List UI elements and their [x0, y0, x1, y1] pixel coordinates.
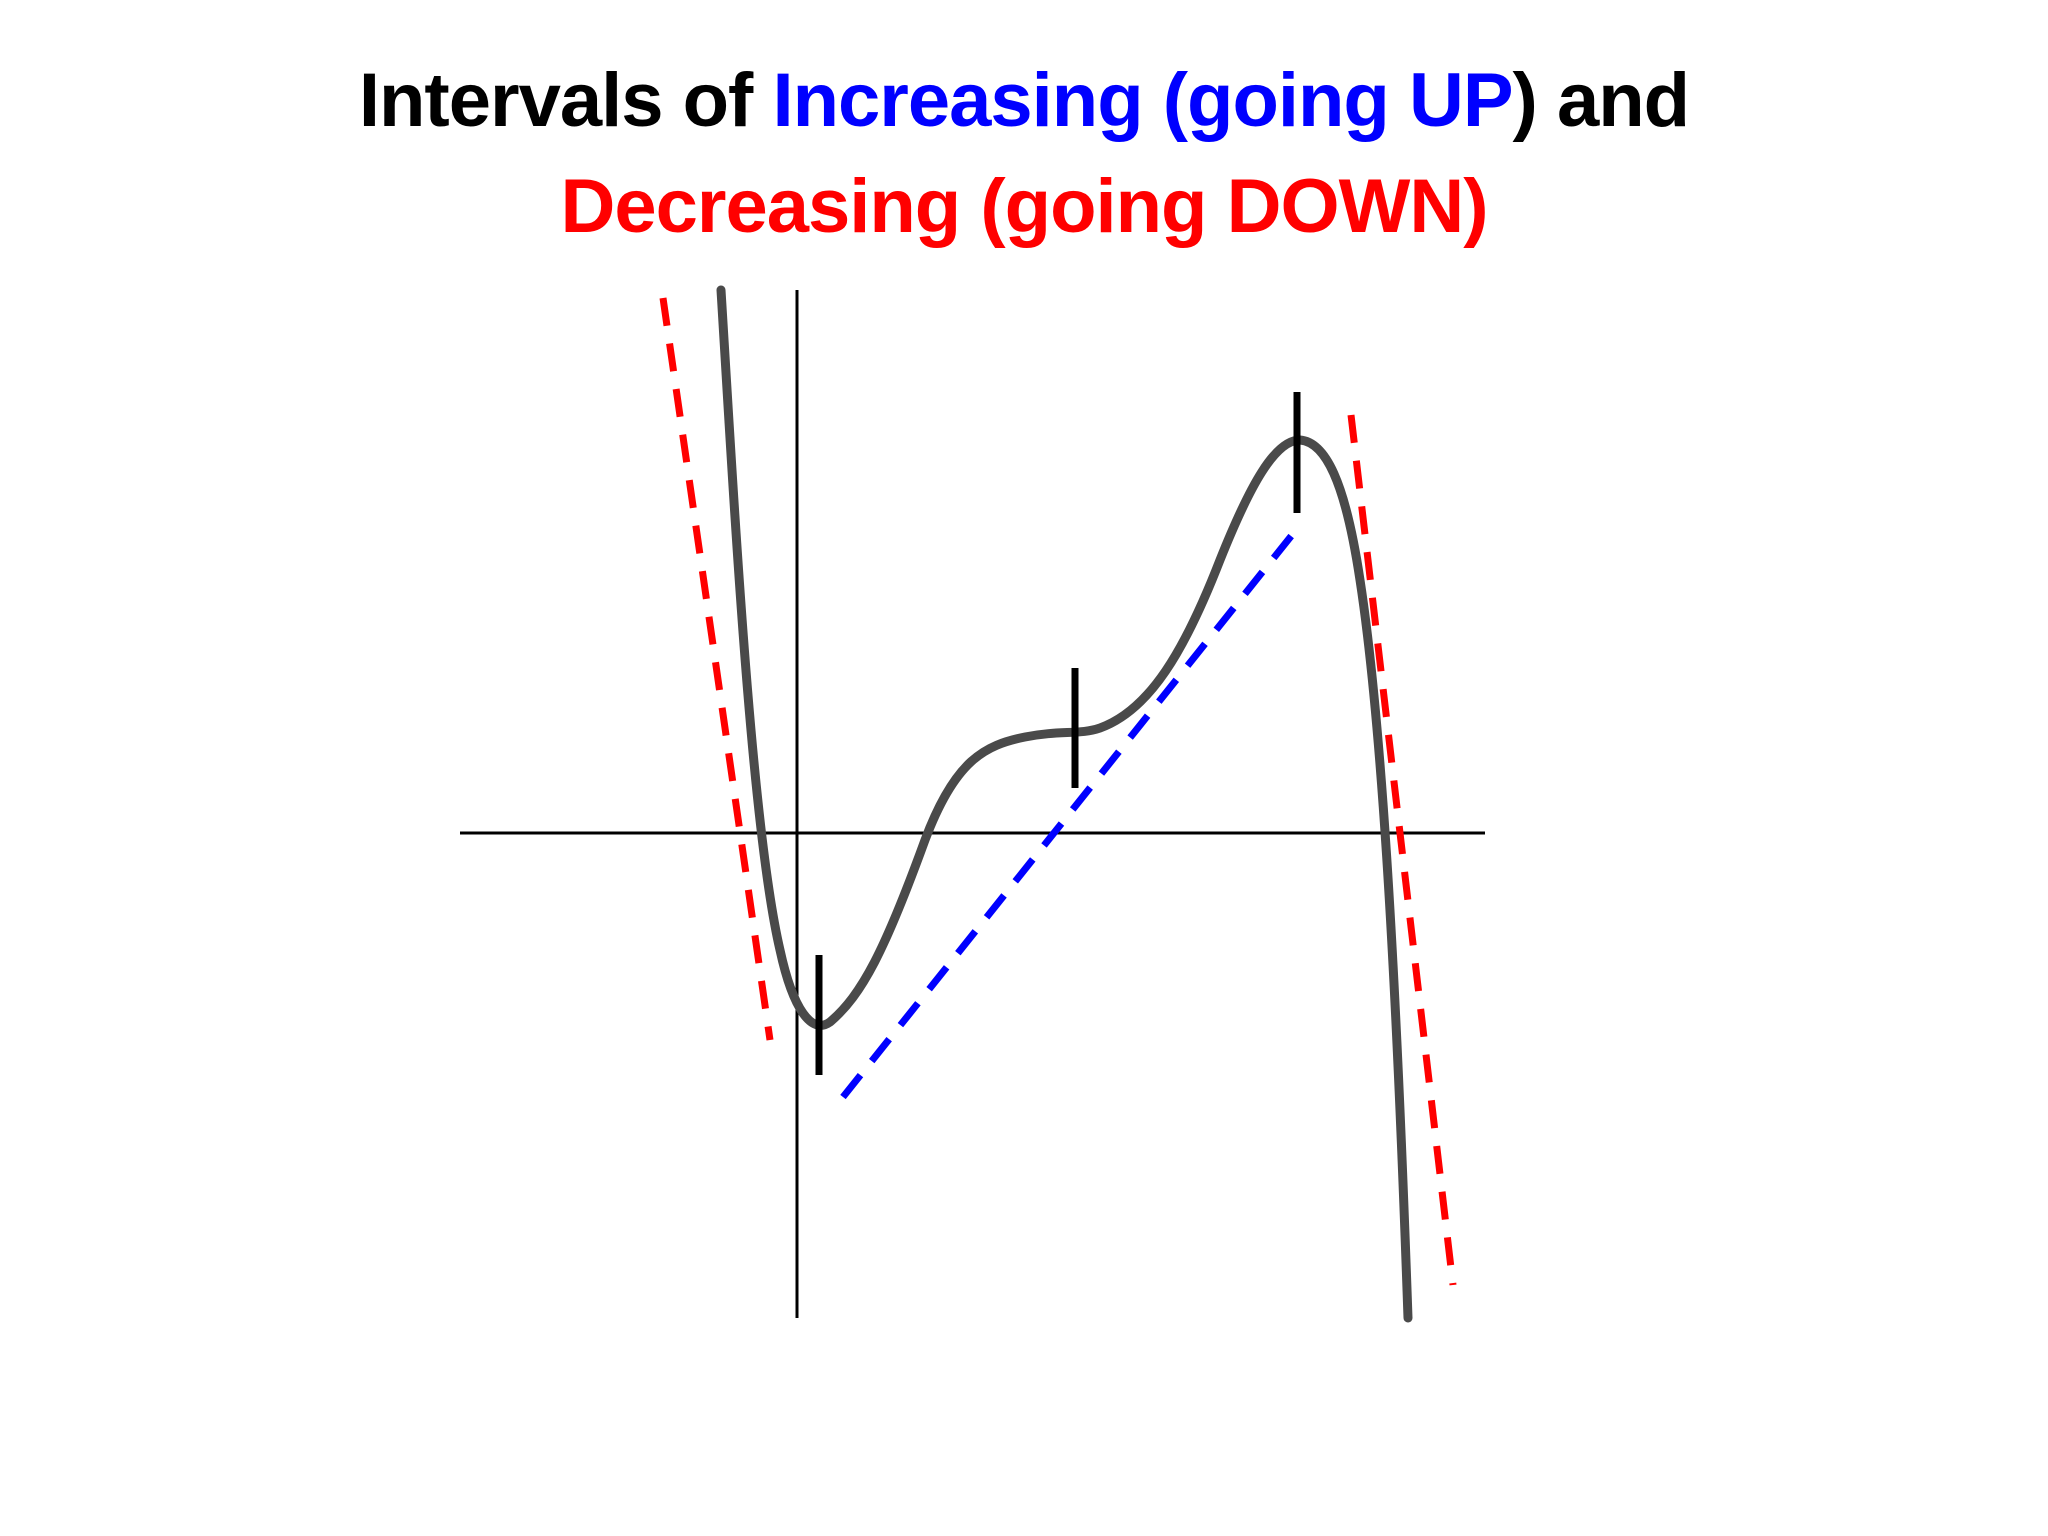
function-curve — [716, 285, 1413, 1323]
increasing-trend-line — [840, 522, 1303, 1100]
slide-title: Intervals of Increasing (going UP) and D… — [0, 48, 2048, 260]
title-line-2: Decreasing (going DOWN) — [0, 154, 2048, 260]
title-text-and: ) and — [1512, 58, 1691, 143]
title-line-1: Intervals of Increasing (going UP) and — [0, 48, 2048, 154]
decreasing-trend-line-right — [1347, 414, 1457, 1286]
title-text-increasing: Increasing (going UP — [772, 58, 1513, 143]
decreasing-trend-line-left — [659, 297, 774, 1041]
title-text-decreasing: Decreasing (going DOWN) — [560, 164, 1488, 249]
title-text-intervals-of: Intervals of — [358, 58, 773, 143]
